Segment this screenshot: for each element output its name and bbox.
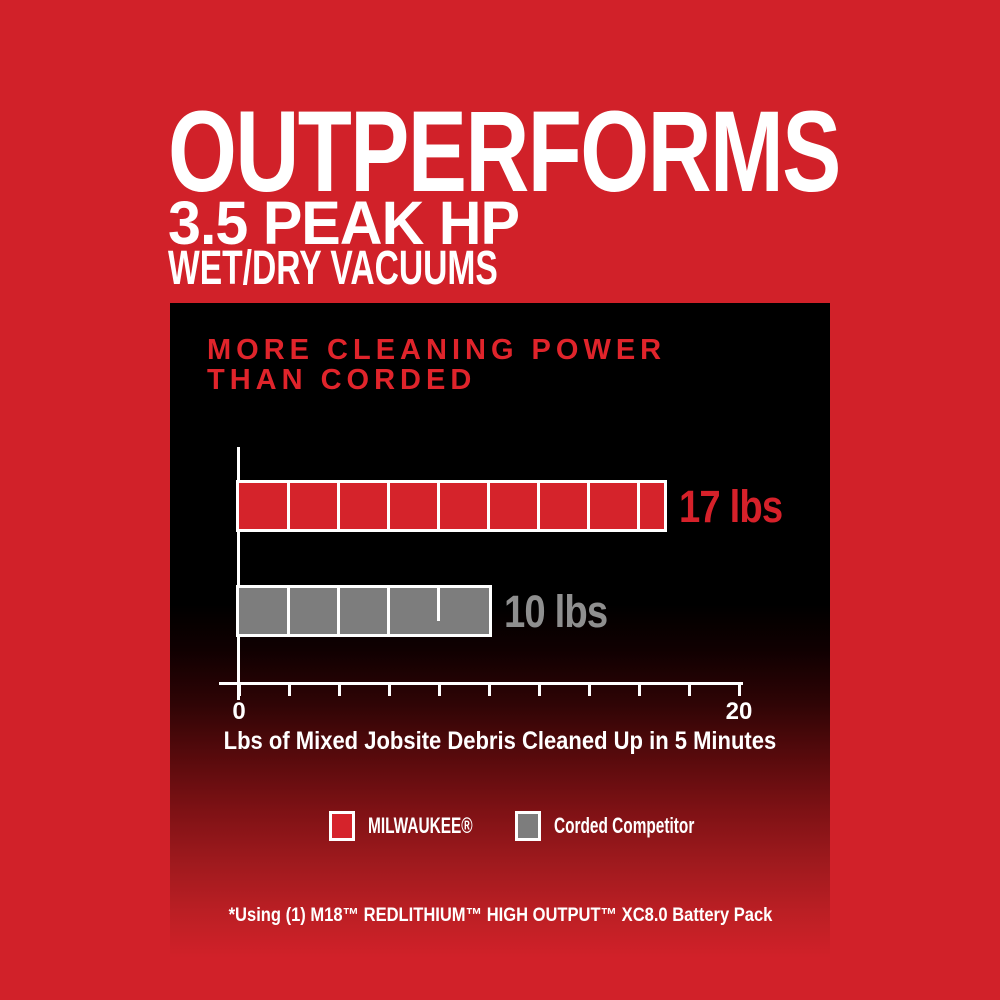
axis-tick [588, 685, 591, 696]
bar-segment-divider [387, 588, 390, 634]
axis-tick [288, 685, 291, 696]
axis-tick [688, 685, 691, 696]
legend-label-milwaukee: MILWAUKEE® [368, 813, 473, 838]
bar-segment-divider [437, 588, 440, 622]
headline-peak-hp: 3.5 PEAK HP [168, 189, 520, 257]
bar-segment-divider [287, 588, 290, 634]
bar-segment-divider [537, 483, 540, 529]
tick-label-20: 20 [725, 698, 753, 725]
axis-tick [738, 685, 741, 696]
x-axis-label: Lbs of Mixed Jobsite Debris Cleaned Up i… [223, 727, 777, 755]
bar-segment-divider [637, 483, 640, 529]
bar-segment-divider [487, 483, 490, 529]
axis-tick [438, 685, 441, 696]
headline-outperforms: OUTPERFORMS [168, 88, 841, 216]
axis-tick [338, 685, 341, 696]
axis-tick [538, 685, 541, 696]
bar-segment-divider [287, 483, 290, 529]
bar-segment-divider [587, 483, 590, 529]
bar-segment-divider [337, 588, 340, 634]
legend-item-milwaukee: MILWAUKEE® [329, 811, 517, 841]
bar-row-competitor: 10 lbs [236, 585, 626, 637]
legend-label-competitor: Corded Competitor [554, 813, 695, 838]
legend-swatch-competitor [515, 811, 541, 841]
bar-value-label-milwaukee: 17 lbs [679, 480, 783, 532]
bar-row-milwaukee: 17 lbs [236, 480, 801, 532]
axis-tick [388, 685, 391, 696]
legend-item-competitor: Corded Competitor [515, 811, 754, 841]
bar-value-label-competitor: 10 lbs [504, 585, 608, 637]
y-axis-line [237, 447, 240, 700]
bar-segment-divider [387, 483, 390, 529]
chart-title: MORE CLEANING POWER THAN CORDED [207, 335, 666, 395]
x-axis-line [219, 682, 743, 685]
axis-tick [238, 685, 241, 696]
axis-tick [638, 685, 641, 696]
footnote: *Using (1) M18™ REDLITHIUM™ HIGH OUTPUT™… [228, 905, 772, 926]
legend-swatch-milwaukee [329, 811, 355, 841]
bar-competitor [236, 585, 492, 637]
axis-tick [488, 685, 491, 696]
headline-wet-dry: WET/DRY VACUUMS [168, 242, 498, 295]
chart-title-line1: MORE CLEANING POWER [207, 334, 667, 366]
chart-panel: MORE CLEANING POWER THAN CORDED 17 lbs 10… [170, 303, 830, 958]
bar-segment-divider [437, 483, 440, 529]
tick-label-0: 0 [232, 698, 246, 725]
bar-segment-divider [337, 483, 340, 529]
bar-milwaukee [236, 480, 667, 532]
chart-title-line2: THAN CORDED [207, 364, 477, 396]
